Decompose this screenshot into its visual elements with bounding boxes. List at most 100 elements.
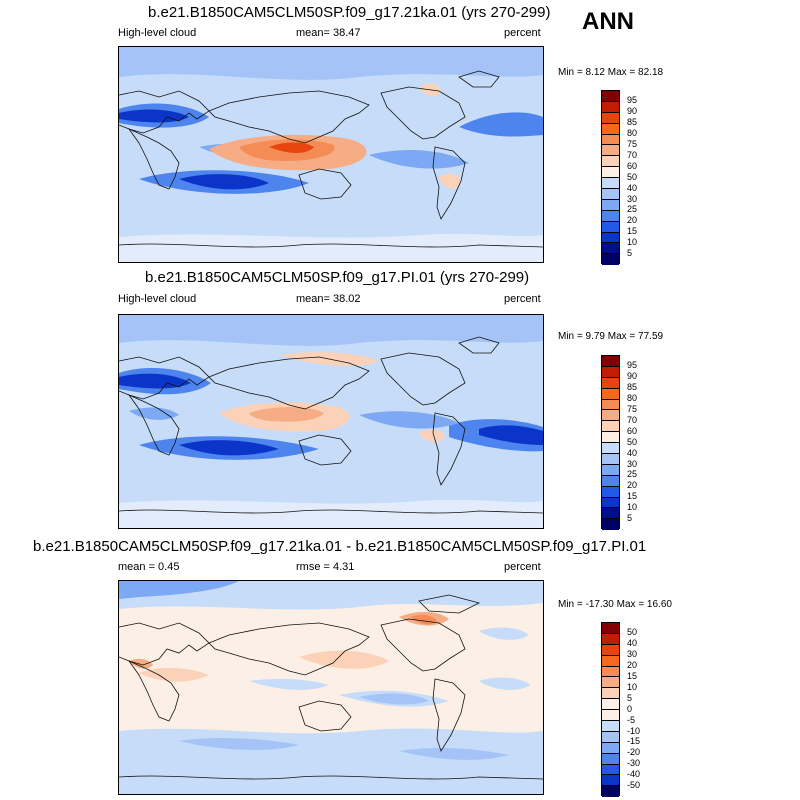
colorbar-label: -10	[627, 725, 641, 736]
panel-2-title: b.e21.B1850CAM5CLM50SP.f09_g17.PI.01 (yr…	[145, 269, 530, 286]
colorbar-swatch	[602, 742, 619, 754]
colorbar-label: 80	[627, 393, 638, 404]
colorbar-swatch	[602, 721, 619, 732]
panel-1-colorbar-swatches	[601, 90, 620, 266]
colorbar-label: 75	[627, 139, 638, 149]
colorbar-swatch	[602, 189, 619, 200]
colorbar-swatch	[602, 519, 619, 531]
colorbar-swatch	[602, 221, 619, 233]
colorbar-swatch	[602, 623, 619, 634]
colorbar-swatch	[602, 633, 619, 645]
colorbar-label: -20	[627, 747, 641, 758]
colorbar-label: 0	[627, 703, 633, 714]
colorbar-label: 30	[627, 193, 638, 204]
colorbar-swatch	[602, 432, 619, 444]
colorbar-label: 85	[627, 117, 638, 128]
colorbar-swatch	[602, 464, 619, 476]
colorbar-label: 95	[627, 95, 638, 106]
colorbar-swatch	[602, 91, 619, 102]
colorbar-swatch	[602, 677, 619, 689]
colorbar-swatch	[602, 655, 619, 667]
colorbar-swatch	[602, 644, 619, 656]
colorbar-swatch	[602, 101, 619, 113]
panel-3-mean-label: mean = 0.45	[118, 561, 180, 573]
colorbar-swatch	[602, 254, 619, 266]
colorbar-label: 95	[627, 360, 638, 371]
colorbar-label: -30	[627, 758, 641, 769]
colorbar-label: 15	[627, 491, 638, 502]
colorbar-swatch	[602, 366, 619, 378]
colorbar-label: 50	[627, 627, 638, 638]
colorbar-swatch	[602, 753, 619, 765]
panel-3-map	[118, 580, 544, 795]
colorbar-label: 10	[627, 502, 638, 513]
colorbar-swatch	[602, 377, 619, 389]
colorbar-label: 40	[627, 638, 638, 649]
colorbar-label: 40	[627, 447, 638, 458]
panel-2-mean-label: mean= 38.02	[296, 293, 361, 305]
colorbar-swatch	[602, 167, 619, 179]
panel-2-colorbar-swatches	[601, 355, 620, 531]
season-label: ANN	[582, 8, 634, 35]
colorbar-swatch	[602, 475, 619, 487]
panel-1-minmax-label: Min = 8.12 Max = 82.18	[558, 67, 664, 78]
colorbar-label: 15	[627, 226, 638, 237]
colorbar-label: 40	[627, 182, 638, 193]
colorbar-label: -50	[627, 780, 641, 790]
panel-1-map	[118, 46, 544, 263]
colorbar-label: -40	[627, 769, 641, 780]
colorbar-swatch	[602, 508, 619, 520]
panel-2-units-label: percent	[504, 293, 541, 305]
colorbar-label: -5	[627, 714, 636, 725]
colorbar-swatch	[602, 243, 619, 255]
panel-2-map	[118, 314, 544, 529]
colorbar-swatch	[602, 112, 619, 124]
colorbar-label: -15	[627, 736, 641, 747]
colorbar-label: 70	[627, 149, 638, 160]
colorbar-label: 60	[627, 425, 638, 436]
panel-3-rmse-label: rmse = 4.31	[296, 561, 355, 573]
colorbar-label: 70	[627, 414, 638, 425]
colorbar-label: 5	[627, 513, 633, 523]
panel-1-variable-label: High-level cloud	[118, 27, 197, 39]
colorbar-label: 50	[627, 436, 638, 447]
colorbar-swatch	[602, 486, 619, 498]
colorbar-label: 10	[627, 237, 638, 248]
colorbar-swatch	[602, 156, 619, 168]
colorbar-label: 5	[627, 692, 633, 703]
panel-3-colorbar-swatches	[601, 622, 620, 798]
colorbar-swatch	[602, 764, 619, 776]
colorbar-label: 90	[627, 371, 638, 382]
colorbar-swatch	[602, 786, 619, 798]
colorbar-swatch	[602, 710, 619, 722]
colorbar-swatch	[602, 443, 619, 455]
colorbar-label: 25	[627, 469, 638, 480]
colorbar-label: 30	[627, 458, 638, 469]
colorbar-label: 10	[627, 681, 638, 692]
colorbar-swatch	[602, 399, 619, 411]
colorbar-swatch	[602, 178, 619, 190]
panel-1-title: b.e21.B1850CAM5CLM50SP.f09_g17.21ka.01 (…	[148, 4, 551, 21]
panel-1-mean-label: mean= 38.47	[296, 27, 361, 39]
panel-3-title: b.e21.B1850CAM5CLM50SP.f09_g17.21ka.01 -…	[33, 538, 647, 555]
colorbar-swatch	[602, 145, 619, 157]
panel-2-minmax-label: Min = 9.79 Max = 77.59	[558, 331, 664, 342]
colorbar-label: 85	[627, 382, 638, 393]
colorbar-label: 80	[627, 128, 638, 139]
colorbar-label: 20	[627, 480, 638, 491]
colorbar-swatch	[602, 688, 619, 700]
colorbar-swatch	[602, 666, 619, 678]
colorbar-label: 20	[627, 215, 638, 226]
colorbar-swatch	[602, 134, 619, 146]
colorbar-swatch	[602, 356, 619, 367]
colorbar-label: 25	[627, 204, 638, 215]
colorbar-swatch	[602, 454, 619, 465]
panel-1-units-label: percent	[504, 27, 541, 39]
colorbar-swatch	[602, 232, 619, 244]
colorbar-label: 60	[627, 160, 638, 171]
colorbar-swatch	[602, 775, 619, 787]
colorbar-label: 15	[627, 671, 638, 681]
panel-2-variable-label: High-level cloud	[118, 293, 197, 305]
colorbar-swatch	[602, 210, 619, 222]
colorbar-label: 90	[627, 106, 638, 117]
